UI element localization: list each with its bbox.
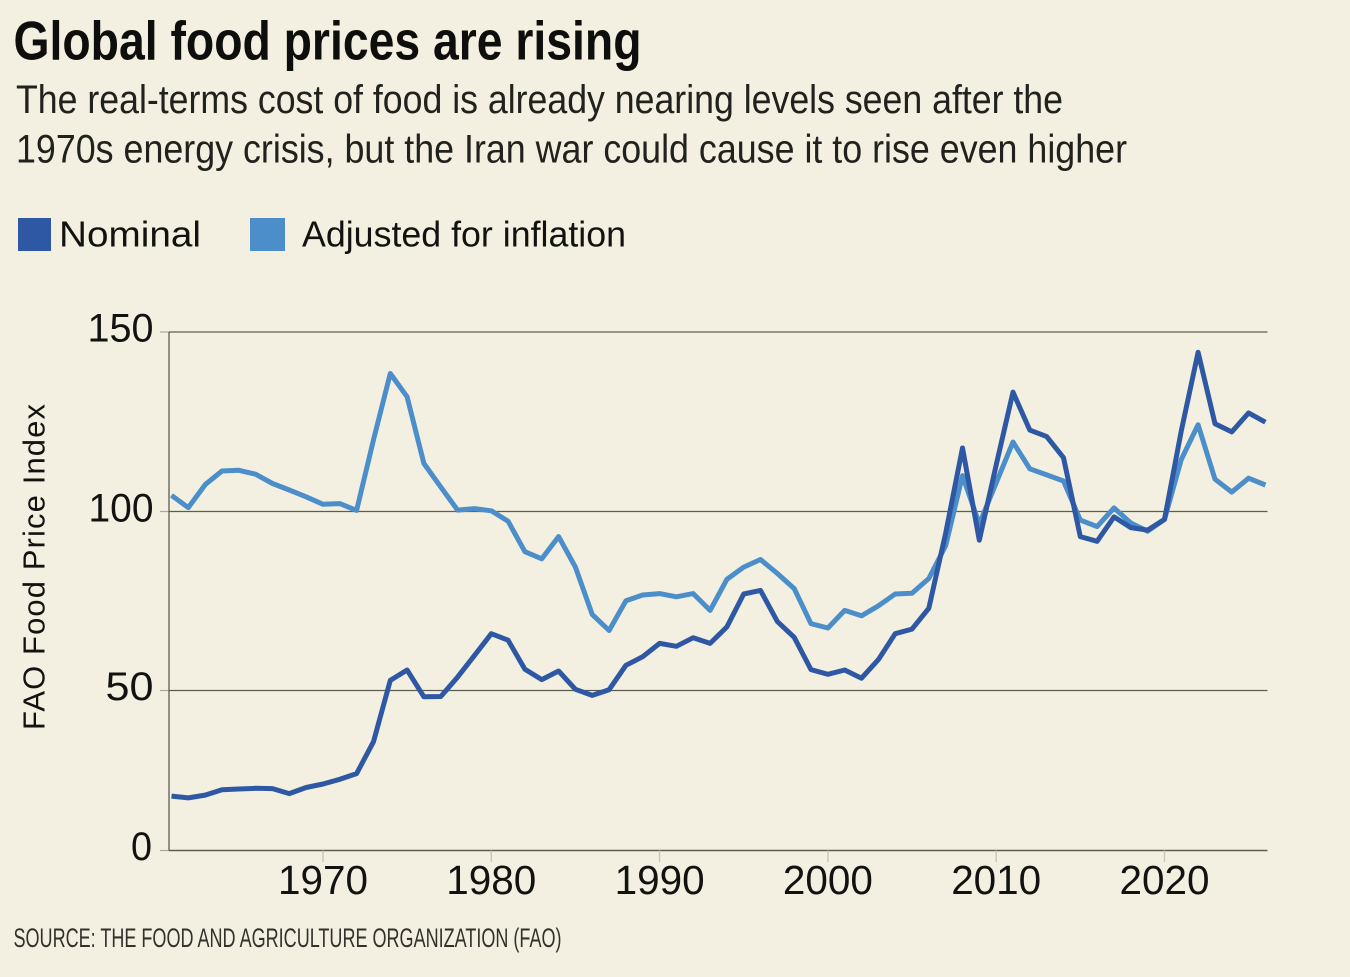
svg-text:2000: 2000 [783, 857, 873, 903]
svg-text:The real-terms cost of food is: The real-terms cost of food is already n… [16, 78, 1063, 122]
svg-text:SOURCE: THE FOOD AND AGRICULTU: SOURCE: THE FOOD AND AGRICULTURE ORGANIZ… [14, 923, 562, 953]
svg-text:1980: 1980 [446, 857, 536, 903]
svg-text:1970s energy crisis, but the I: 1970s energy crisis, but the Iran war co… [16, 128, 1127, 172]
svg-text:2010: 2010 [951, 857, 1041, 903]
svg-text:FAO Food Price Index: FAO Food Price Index [17, 404, 52, 731]
svg-text:100: 100 [89, 487, 154, 531]
svg-text:2020: 2020 [1120, 857, 1210, 903]
svg-text:150: 150 [88, 307, 154, 351]
svg-text:1990: 1990 [615, 857, 705, 903]
svg-text:Nominal: Nominal [59, 214, 201, 255]
svg-text:50: 50 [106, 665, 154, 709]
svg-text:0: 0 [131, 825, 152, 869]
svg-text:Global food prices are rising: Global food prices are rising [14, 10, 642, 72]
svg-text:Adjusted for inflation: Adjusted for inflation [302, 214, 626, 255]
svg-text:1970: 1970 [278, 857, 368, 903]
